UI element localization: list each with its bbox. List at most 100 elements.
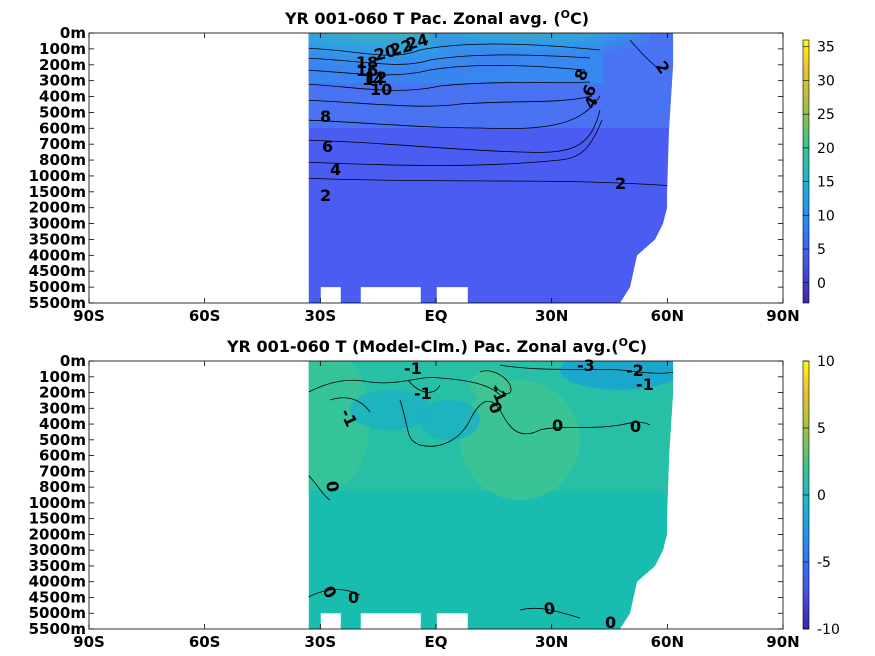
y-tick-label: 1000m [29, 494, 86, 512]
y-tick-label: 100m [39, 40, 86, 58]
contour-label: 6 [322, 137, 333, 156]
x-tick-label: 60S [189, 307, 221, 325]
panel-anomaly: YR 001-060 T (Model-Clm.) Pac. Zonal avg… [29, 336, 840, 651]
x-tick-label: 60N [651, 633, 684, 651]
contour-label: -2 [626, 361, 644, 380]
contour-label: 0 [322, 479, 343, 493]
colorbar-tick-label: -5 [817, 555, 831, 571]
anomaly-contours [308, 364, 674, 619]
colorbar-tick-label: 0 [817, 276, 826, 292]
y-tick-label: 3000m [29, 541, 86, 559]
x-tick-label: 60N [651, 307, 684, 325]
contour-label: 12 [365, 68, 387, 87]
y-tick-label: 200m [39, 56, 86, 74]
contour-label: 16 [356, 61, 378, 80]
x-tick-label: 30S [304, 633, 336, 651]
y-tick-label: 5500m [29, 294, 86, 312]
y-tick-label: 3500m [29, 557, 86, 575]
colorbar-tick-label: 15 [817, 175, 835, 191]
y-tick-label: 300m [39, 72, 86, 90]
contour-label: 2 [615, 174, 626, 193]
contour-label: 10 [370, 80, 392, 99]
y-tick-label: 4500m [29, 588, 86, 606]
x-tick-label: 30S [304, 307, 336, 325]
y-tick-label: 600m [39, 447, 86, 465]
x-tick-label: EQ [425, 307, 448, 325]
anomaly-field [308, 361, 674, 629]
top-colorbar [802, 39, 810, 304]
y-tick-label: 3000m [29, 215, 86, 233]
panel-temperature: YR 001-060 T Pac. Zonal avg. (OC) 2 4 [29, 8, 835, 325]
y-tick-label: 1500m [29, 510, 86, 528]
x-tick-label: 60S [189, 633, 221, 651]
contour-label: 2 [320, 186, 331, 205]
contour-label: -3 [577, 356, 595, 375]
contour-label: 14 [362, 70, 384, 89]
colorbar-tick-label: 10 [817, 208, 835, 224]
y-tick-label: 400m [39, 415, 86, 433]
y-tick-label: 800m [39, 478, 86, 496]
colorbar-tick-label: 30 [817, 73, 835, 89]
contour-label: 0 [630, 417, 641, 436]
y-tick-label: 600m [39, 119, 86, 137]
y-tick-label: 4500m [29, 262, 86, 280]
bottom-y-axis: 0m100m200m300m400m500m600m700m800m1000m1… [29, 352, 783, 638]
contour-label: 0 [605, 613, 616, 632]
y-tick-label: 300m [39, 399, 86, 417]
contour-label: -1 [414, 384, 432, 403]
y-tick-label: 1000m [29, 167, 86, 185]
x-tick-label: 30N [535, 633, 568, 651]
y-tick-label: 0m [60, 24, 86, 42]
y-tick-label: 800m [39, 151, 86, 169]
colorbar-tick-label: 5 [817, 421, 826, 437]
y-tick-label: 5000m [29, 278, 86, 296]
colorbar-tick-label: 20 [817, 141, 835, 157]
y-tick-label: 200m [39, 384, 86, 402]
x-tick-label: 90S [73, 633, 105, 651]
y-tick-label: 500m [39, 431, 86, 449]
y-tick-label: 2000m [29, 525, 86, 543]
y-tick-label: 4000m [29, 573, 86, 591]
x-tick-label: EQ [425, 633, 448, 651]
panel-2-title: YR 001-060 T (Model-Clm.) Pac. Zonal avg… [226, 336, 647, 356]
colorbar-tick-label: 35 [817, 40, 835, 56]
bottom-colorbar-ticks: 10 5 0 -5 -10 [803, 354, 840, 638]
colorbar-tick-label: 10 [817, 354, 835, 370]
contour-label: 0 [348, 588, 359, 607]
contour-label: 8 [320, 107, 331, 126]
contour-label: 0 [542, 598, 556, 619]
x-tick-label: 90N [766, 307, 799, 325]
colorbar-tick-label: 0 [817, 488, 826, 504]
top-colorbar-ticks: 35 30 25 20 15 10 5 0 [803, 40, 835, 292]
y-tick-label: 500m [39, 103, 86, 121]
temperature-field [308, 33, 674, 303]
y-tick-label: 1500m [29, 183, 86, 201]
colorbar-tick-label: -10 [817, 622, 840, 638]
contour-label: 18 [356, 53, 378, 72]
y-tick-label: 400m [39, 88, 86, 106]
y-tick-label: 3500m [29, 230, 86, 248]
top-x-axis: 90S 60S 30S EQ 30N 60N 90N [73, 33, 800, 325]
contour-label: -1 [636, 375, 654, 394]
x-tick-label: 30N [535, 307, 568, 325]
y-tick-label: 0m [60, 352, 86, 370]
y-tick-label: 700m [39, 135, 86, 153]
x-tick-label: 90S [73, 307, 105, 325]
top-y-axis: 0m100m200m300m400m500m600m700m800m1000m1… [29, 24, 783, 312]
contour-label: -1 [404, 359, 422, 378]
contour-label: 0 [552, 416, 563, 435]
y-tick-label: 700m [39, 462, 86, 480]
y-tick-label: 4000m [29, 246, 86, 264]
y-tick-label: 5500m [29, 620, 86, 638]
temperature-contours [308, 39, 673, 187]
x-tick-label: 90N [766, 633, 799, 651]
colorbar-tick-label: 5 [817, 242, 826, 258]
y-tick-label: 100m [39, 368, 86, 386]
y-tick-label: 5000m [29, 604, 86, 622]
bottom-x-axis: 90S 60S 30S EQ 30N 60N 90N [73, 361, 800, 651]
contour-label: 4 [330, 160, 341, 179]
y-tick-label: 2000m [29, 199, 86, 217]
colorbar-tick-label: 25 [817, 107, 835, 123]
panel-1-title: YR 001-060 T Pac. Zonal avg. (OC) [284, 8, 589, 28]
